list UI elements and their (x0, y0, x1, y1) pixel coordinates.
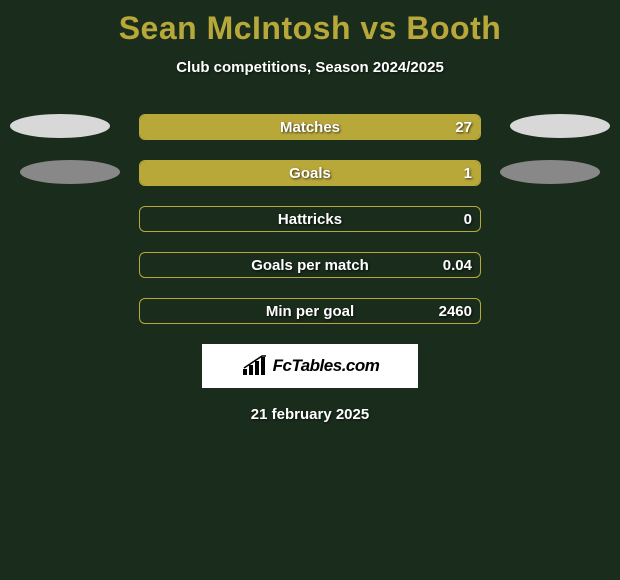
bar-chart-icon (241, 355, 269, 377)
stat-label: Goals (140, 161, 480, 187)
stat-bar: Hattricks 0 (139, 206, 481, 232)
stat-value: 27 (455, 115, 472, 141)
stat-row: Goals 1 (0, 160, 620, 186)
subtitle: Club competitions, Season 2024/2025 (0, 59, 620, 76)
right-marker-ellipse (500, 160, 600, 184)
left-marker-ellipse (10, 114, 110, 138)
stat-label: Goals per match (140, 253, 480, 279)
stat-label: Hattricks (140, 207, 480, 233)
stat-bar: Min per goal 2460 (139, 298, 481, 324)
left-marker-ellipse (20, 160, 120, 184)
stat-value: 2460 (439, 299, 472, 325)
date-line: 21 february 2025 (0, 406, 620, 423)
stat-bar: Goals per match 0.04 (139, 252, 481, 278)
stat-bar: Goals 1 (139, 160, 481, 186)
stat-label: Min per goal (140, 299, 480, 325)
stat-value: 0 (464, 207, 472, 233)
right-marker-ellipse (510, 114, 610, 138)
stat-row: Goals per match 0.04 (0, 252, 620, 278)
stat-value: 1 (464, 161, 472, 187)
comparison-card: Sean McIntosh vs Booth Club competitions… (0, 0, 620, 580)
stat-value: 0.04 (443, 253, 472, 279)
stat-row: Min per goal 2460 (0, 298, 620, 324)
page-title: Sean McIntosh vs Booth (0, 0, 620, 47)
logo-box: FcTables.com (202, 344, 418, 388)
stat-row: Hattricks 0 (0, 206, 620, 232)
stat-row: Matches 27 (0, 114, 620, 140)
logo: FcTables.com (241, 355, 380, 377)
logo-text: FcTables.com (273, 356, 380, 376)
stat-bar: Matches 27 (139, 114, 481, 140)
stat-label: Matches (140, 115, 480, 141)
stats-area: Matches 27 Goals 1 Hattricks 0 (0, 114, 620, 324)
